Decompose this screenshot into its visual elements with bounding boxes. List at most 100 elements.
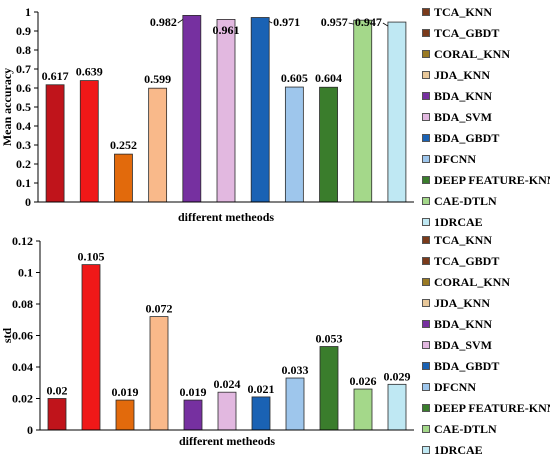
data-label: 0.605 [281, 71, 308, 85]
legend-label: DFCNN [434, 151, 476, 166]
bar-6 [216, 19, 236, 203]
data-label-leader [348, 22, 354, 25]
legend-swatch [422, 176, 430, 184]
legend-label: TCA_GBDT [434, 253, 500, 268]
y-tick-label: 0.06 [12, 329, 33, 343]
data-label: 0.599 [144, 72, 171, 86]
legend-item: BDA_SVM [422, 336, 492, 354]
legend-label: DFCNN [434, 379, 476, 394]
bar-7 [251, 396, 271, 431]
bar-2 [81, 264, 101, 431]
legend-label: JDA_KNN [434, 67, 490, 82]
legend-label: CORAL_KNN [434, 274, 511, 289]
y-tick-label: 0.6 [16, 81, 31, 95]
legend-swatch [422, 197, 430, 205]
y-tick-label: 0.4 [16, 119, 31, 133]
chart-panel-2: 0 0.02 0.04 0.06 0.08 0.1 0.12 0.02 0.105 0.019 0.… [0, 234, 414, 448]
y-tick-label: 0.1 [16, 176, 31, 190]
legend-item: BDA_KNN [422, 315, 492, 333]
legend-item: BDA_SVM [422, 108, 492, 126]
legend-label: BDA_KNN [434, 88, 493, 103]
y-axis-label: Mean accuracy [0, 68, 14, 146]
legend-swatch [422, 155, 430, 163]
bar-4 [148, 87, 168, 203]
y-tick-label: 0.02 [12, 392, 33, 406]
legend-label: BDA_SVM [434, 109, 493, 124]
legend-item: TCA_KNN [422, 3, 492, 21]
legend-swatch [422, 71, 430, 79]
legend-item: 1DRCAE [422, 213, 483, 231]
legend-swatch [422, 50, 430, 58]
bar-4 [149, 316, 169, 431]
legend-label: DEEP FEATURE-KNN [434, 172, 550, 187]
legend-swatch [422, 278, 430, 286]
legend-item: DEEP FEATURE-KNN [422, 399, 550, 417]
y-tick-label: 0 [25, 195, 31, 209]
y-tick-label: 0.2 [16, 157, 31, 171]
data-label-leader [269, 21, 273, 24]
data-label: 0.033 [282, 363, 309, 377]
x-axis-label: different metheods [178, 210, 274, 224]
y-tick-label: 0.1 [18, 266, 33, 280]
bar-10 [353, 388, 373, 431]
legend-label: 1DRCAE [434, 442, 483, 457]
data-label: 0.02 [47, 384, 68, 398]
bar-6 [217, 391, 237, 431]
legend-item: BDA_KNN [422, 87, 492, 105]
legend-swatch [422, 29, 430, 37]
legend-swatch [422, 257, 430, 265]
legend-swatch [422, 320, 430, 328]
y-tick-label: 0 [27, 423, 33, 437]
legend-label: TCA_KNN [434, 4, 493, 19]
bar-2 [79, 80, 99, 203]
chart-panel-1: 0 0.1 0.2 0.3 0.4 0.5 0.6 0.7 0.8 0.9 1 0.617 0.639 0… [0, 5, 414, 224]
legend-label: BDA_KNN [434, 316, 493, 331]
legend-item: DFCNN [422, 378, 476, 396]
legend-item: TCA_GBDT [422, 252, 499, 270]
legend-item: CAE-DTLN [422, 420, 497, 438]
y-tick-label: 0.8 [16, 43, 31, 57]
data-label: 0.019 [180, 385, 207, 399]
data-label-leader [177, 19, 184, 24]
legend-label: JDA_KNN [434, 295, 490, 310]
data-label: 0.024 [214, 377, 241, 391]
legend-label: CORAL_KNN [434, 46, 511, 61]
legend-swatch [422, 404, 430, 412]
legend-label: DEEP FEATURE-KNN [434, 400, 550, 415]
legend-swatch [422, 92, 430, 100]
bar-9 [319, 346, 339, 431]
data-label: 0.029 [384, 369, 411, 383]
legend-item: CORAL_KNN [422, 45, 510, 63]
legend-swatch [422, 134, 430, 142]
x-axis-label: different metheods [179, 434, 275, 448]
y-tick-label: 0.3 [16, 138, 31, 152]
y-tick-label: 0.04 [12, 360, 33, 374]
legend-swatch [422, 299, 430, 307]
legend-label: TCA_GBDT [434, 25, 500, 40]
legend-item: 1DRCAE [422, 441, 483, 459]
bar-7 [250, 17, 270, 203]
y-tick-label: 0.7 [16, 62, 31, 76]
legend-item: TCA_GBDT [422, 24, 499, 42]
bar-8 [285, 377, 305, 431]
legend-swatch [422, 341, 430, 349]
bar-5 [182, 15, 202, 203]
bar-11 [387, 383, 407, 431]
data-label: 0.971 [273, 15, 300, 29]
y-tick-label: 0.08 [12, 297, 33, 311]
data-label: 0.604 [315, 71, 342, 85]
bar-11 [387, 21, 407, 203]
bar-8 [284, 86, 304, 203]
bar-10 [353, 19, 373, 203]
legend-label: 1DRCAE [434, 214, 483, 229]
legend-label: BDA_GBDT [434, 130, 500, 145]
y-tick-label: 0.5 [16, 100, 31, 114]
legend-label: TCA_KNN [434, 232, 493, 247]
data-label: 0.961 [213, 23, 240, 37]
legend-item: JDA_KNN [422, 294, 490, 312]
legend-item: JDA_KNN [422, 66, 490, 84]
y-tick-label: 1 [25, 5, 31, 19]
data-label: 0.639 [76, 65, 103, 79]
legend-swatch [422, 425, 430, 433]
data-label: 0.053 [316, 332, 343, 346]
